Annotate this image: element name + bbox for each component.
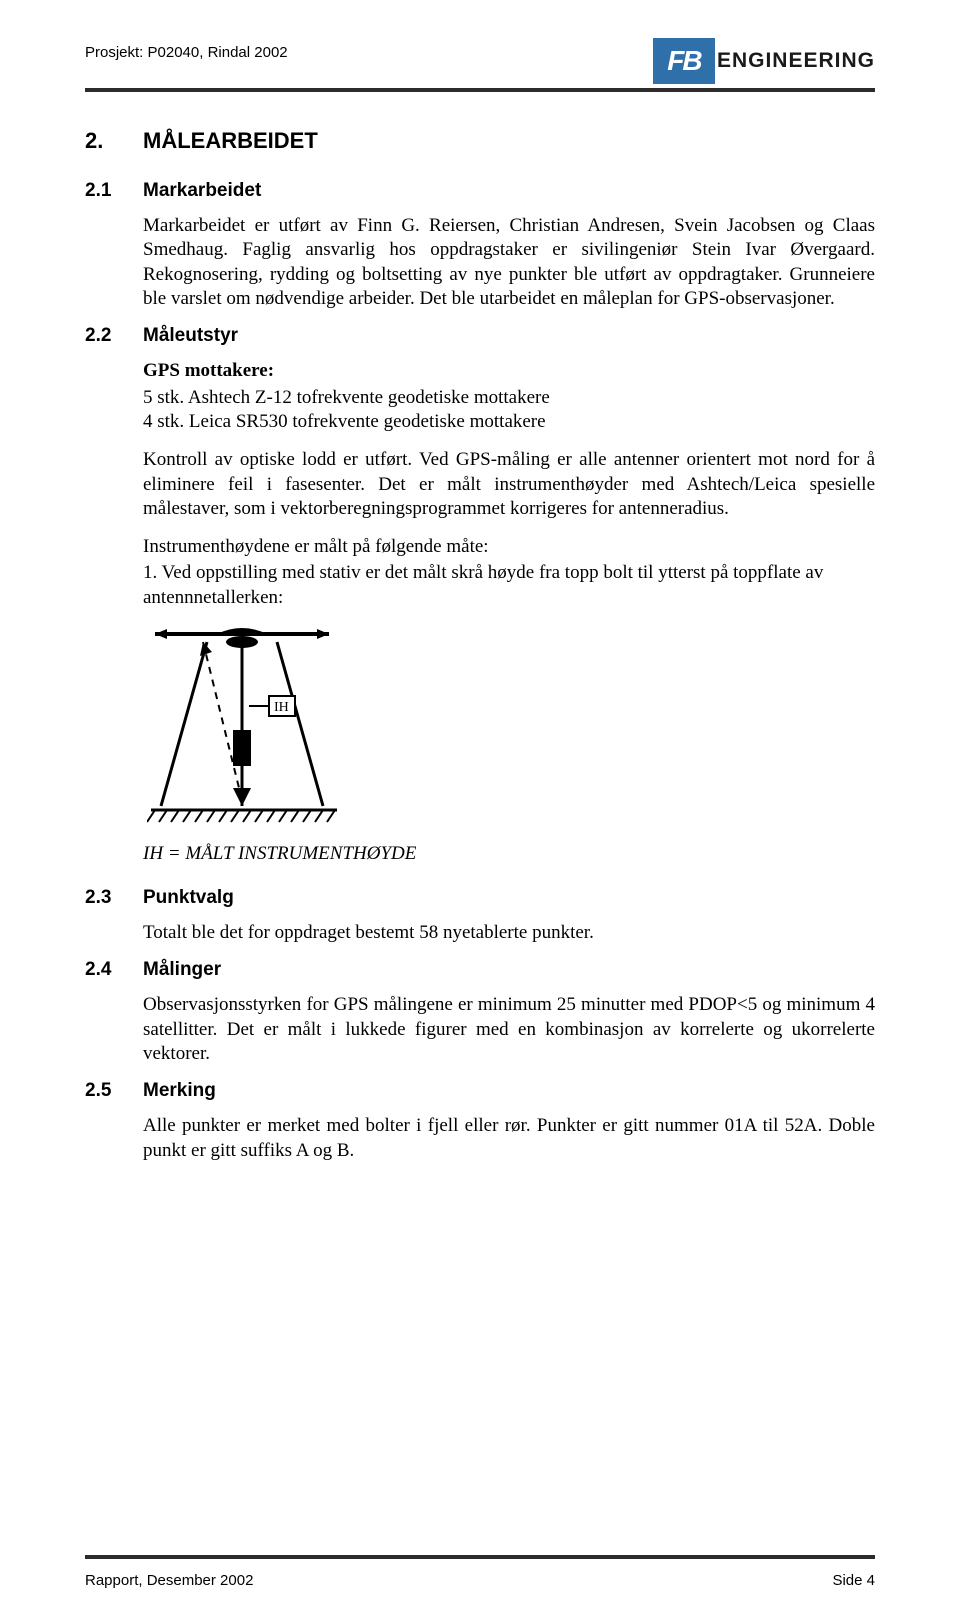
diagram-ih-label: IH [274,700,289,715]
heading-title: Punktvalg [143,887,234,909]
heading-title: Måleutstyr [143,325,238,347]
paragraph: Totalt ble det for oppdraget bestemt 58 … [143,921,875,945]
tripod-diagram: IH [147,620,875,837]
logo-wordmark: ENGINEERING [717,49,875,73]
list-item: 1. Ved oppstilling med stativ er det mål… [143,561,875,610]
heading-title: Målinger [143,959,221,981]
paragraph: Alle punkter er merket med bolter i fjel… [143,1114,875,1163]
equipment-line: 4 stk. Leica SR530 tofrekvente geodetisk… [143,410,875,434]
company-logo: FB ENGINEERING [653,38,875,84]
heading-2-2: 2.2 Måleutstyr [85,325,875,347]
heading-number: 2. [85,128,143,154]
header-rule [85,88,875,92]
gps-receivers-label: GPS mottakere: [143,359,875,383]
equipment-line: 5 stk. Ashtech Z-12 tofrekvente geodetis… [143,386,875,410]
heading-number: 2.1 [85,180,143,202]
heading-number: 2.4 [85,959,143,981]
heading-2-1: 2.1 Markarbeidet [85,180,875,202]
page-footer: Rapport, Desember 2002 Side 4 [85,1572,875,1589]
heading-2-3: 2.3 Punktvalg [85,887,875,909]
paragraph: Instrumenthøydene er målt på følgende må… [143,535,875,559]
project-label: Prosjekt: P02040, Rindal 2002 [85,38,288,61]
heading-number: 2.2 [85,325,143,347]
heading-title: MÅLEARBEIDET [143,128,318,154]
heading-title: Merking [143,1080,216,1102]
heading-2-4: 2.4 Målinger [85,959,875,981]
footer-left: Rapport, Desember 2002 [85,1572,253,1589]
footer-rule [85,1555,875,1559]
heading-2-5: 2.5 Merking [85,1080,875,1102]
logo-mark: FB [653,38,715,84]
paragraph: Markarbeidet er utført av Finn G. Reiers… [143,214,875,311]
heading-2: 2. MÅLEARBEIDET [85,128,875,154]
heading-number: 2.3 [85,887,143,909]
paragraph: Kontroll av optiske lodd er utført. Ved … [143,448,875,521]
page-header: Prosjekt: P02040, Rindal 2002 FB ENGINEE… [85,38,875,84]
footer-right: Side 4 [832,1572,875,1589]
diagram-caption: IH = MÅLT INSTRUMENTHØYDE [143,843,875,865]
heading-number: 2.5 [85,1080,143,1102]
paragraph: Observasjonsstyrken for GPS målingene er… [143,993,875,1066]
heading-title: Markarbeidet [143,180,261,202]
